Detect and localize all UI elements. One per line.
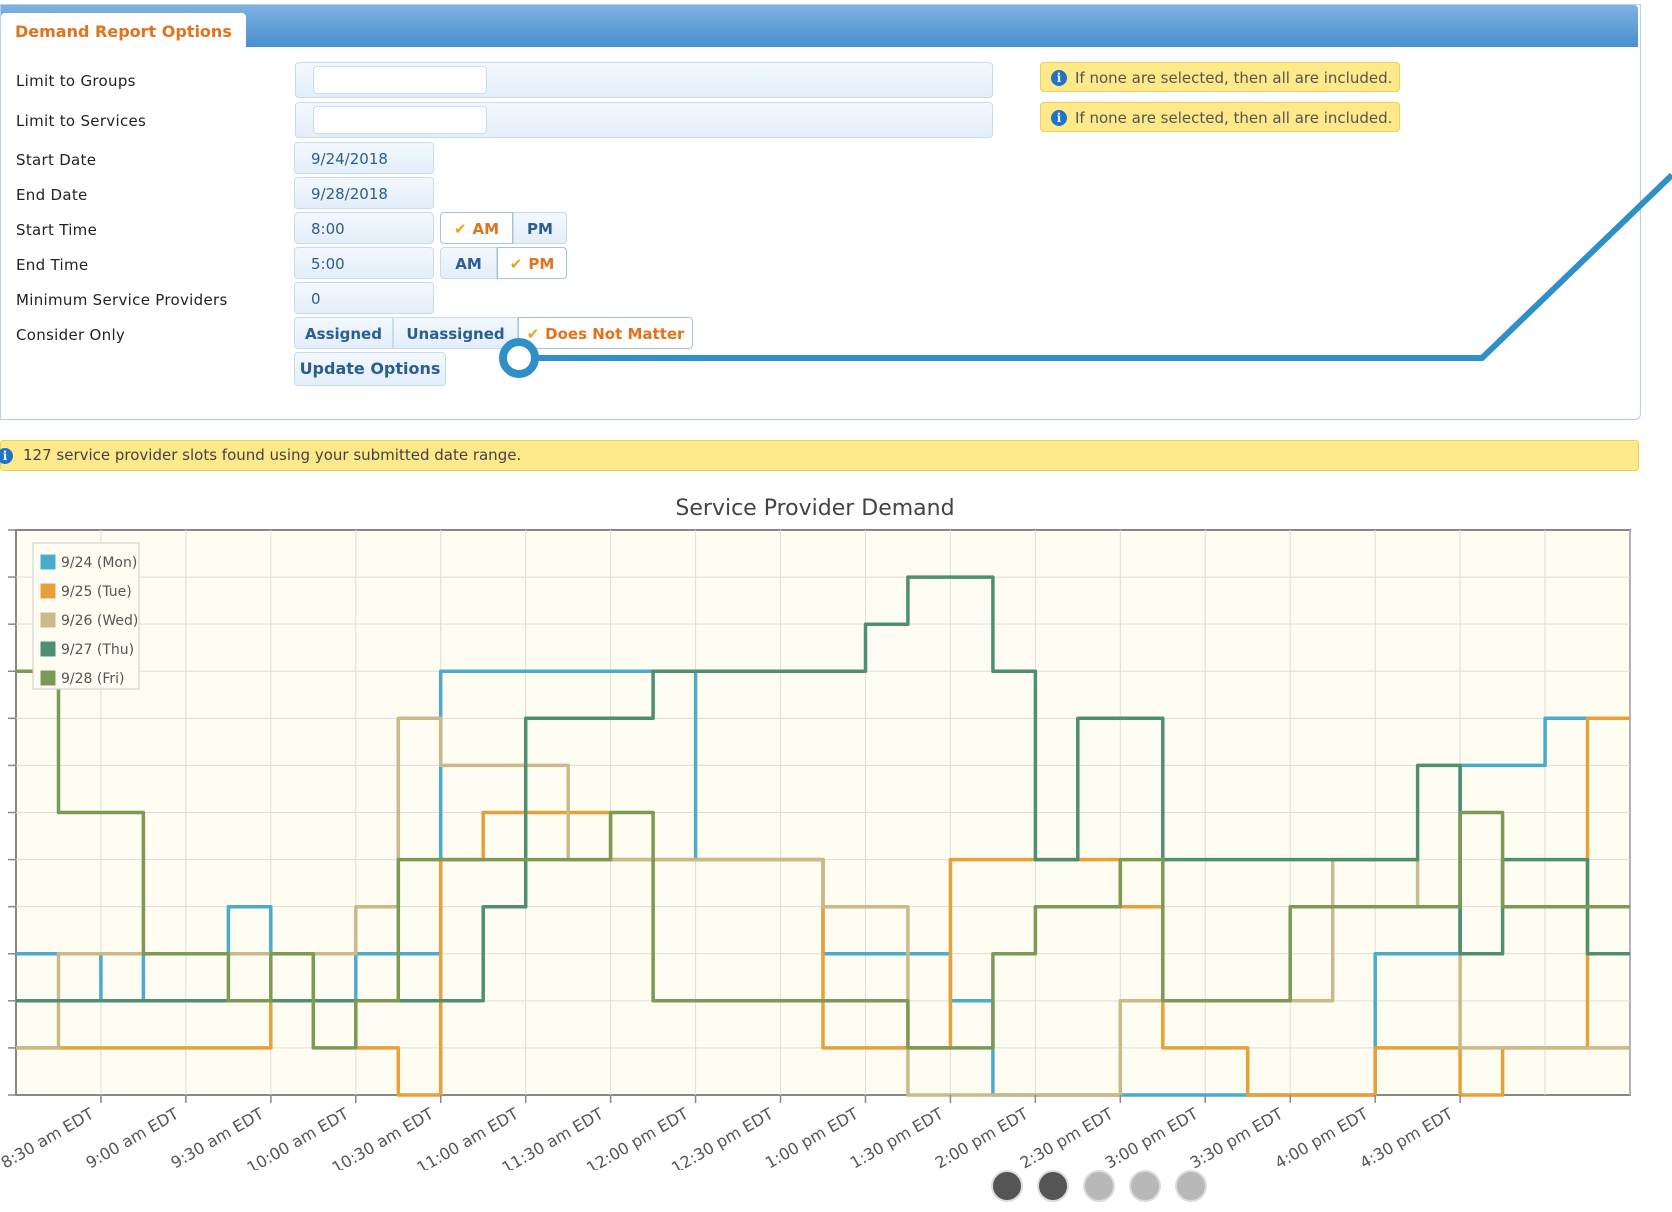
end-am-label: AM	[455, 255, 482, 273]
info-icon: i	[1051, 70, 1067, 86]
min-providers-field[interactable]: 0	[294, 282, 434, 314]
carousel-dot-4[interactable]	[1129, 1170, 1161, 1202]
end-date-label: End Date	[16, 186, 88, 204]
end-pm-label: PM	[528, 255, 555, 273]
consider-does-not-matter-button[interactable]: ✔ Does Not Matter	[518, 317, 693, 349]
end-time-label: End Time	[16, 256, 89, 274]
x-tick-label: 1:30 pm EDT	[847, 1104, 947, 1170]
carousel-dot-2[interactable]	[1037, 1170, 1069, 1202]
x-tick-label: 9:00 am EDT	[83, 1104, 182, 1170]
panel-header	[1, 5, 1638, 47]
update-options-button[interactable]: Update Options	[294, 352, 446, 386]
x-tick-label: 1:00 pm EDT	[762, 1104, 862, 1170]
service-provider-demand-chart: Service Provider Demand 8:30 am EDT9:00 …	[0, 496, 1631, 1170]
start-time-label: Start Time	[16, 221, 98, 239]
carousel-dot-5[interactable]	[1175, 1170, 1207, 1202]
groups-search-input[interactable]	[313, 66, 487, 94]
consider-unassigned-button[interactable]: Unassigned	[393, 317, 518, 349]
start-pm-button[interactable]: PM	[513, 212, 567, 244]
consider-assigned-button[interactable]: Assigned	[294, 317, 393, 349]
start-pm-label: PM	[527, 220, 553, 238]
legend-label: 9/26 (Wed)	[61, 613, 138, 629]
legend-label: 9/27 (Thu)	[61, 642, 134, 658]
groups-multiselect[interactable]	[295, 62, 993, 98]
x-tick-label: 2:30 pm EDT	[1017, 1104, 1117, 1170]
services-multiselect[interactable]	[295, 102, 993, 138]
services-search-input[interactable]	[313, 106, 487, 134]
end-date-field[interactable]: 9/28/2018	[294, 177, 434, 209]
legend-swatch	[39, 640, 57, 658]
x-tick-label: 4:30 pm EDT	[1356, 1104, 1456, 1170]
start-am-button[interactable]: ✔ AM	[440, 212, 513, 244]
slots-info-bar: i 127 service provider slots found using…	[0, 440, 1639, 471]
min-providers-label: Minimum Service Providers	[16, 291, 228, 309]
slots-info-text: 127 service provider slots found using y…	[23, 446, 522, 464]
check-icon: ✔	[509, 255, 523, 273]
end-am-button[interactable]: AM	[440, 247, 497, 279]
groups-hint: i If none are selected, then all are inc…	[1040, 62, 1400, 92]
info-icon: i	[1051, 110, 1067, 126]
start-date-field[interactable]: 9/24/2018	[294, 142, 434, 174]
start-time-field[interactable]: 8:00	[294, 212, 434, 244]
info-icon: i	[0, 448, 13, 464]
x-tick-label: 3:00 pm EDT	[1102, 1104, 1202, 1170]
end-time-field[interactable]: 5:00	[294, 247, 434, 279]
series-line-5	[16, 669, 1630, 1050]
start-date-label: Start Date	[16, 151, 97, 169]
services-hint-text: If none are selected, then all are inclu…	[1075, 109, 1393, 127]
groups-label: Limit to Groups	[16, 72, 136, 90]
legend-swatch	[39, 582, 57, 600]
x-tick-label: 2:00 pm EDT	[932, 1104, 1032, 1170]
chart-legend: 9/24 (Mon) 9/25 (Tue) 9/26 (Wed) 9/27 (Thu)…	[32, 542, 140, 690]
does-not-matter-label: Does Not Matter	[545, 325, 685, 343]
consider-label: Consider Only	[16, 326, 126, 344]
panel-tab-title[interactable]: Demand Report Options	[1, 13, 246, 51]
end-pm-button[interactable]: ✔ PM	[497, 247, 567, 279]
x-tick-label: 8:30 am EDT	[0, 1104, 97, 1170]
legend-label: 9/24 (Mon)	[61, 555, 137, 571]
check-icon: ✔	[526, 325, 540, 343]
carousel-dot-1[interactable]	[991, 1170, 1023, 1202]
groups-hint-text: If none are selected, then all are inclu…	[1075, 69, 1393, 87]
carousel-dot-3[interactable]	[1083, 1170, 1115, 1202]
chart-title: Service Provider Demand	[675, 496, 954, 521]
services-label: Limit to Services	[16, 112, 147, 130]
legend-swatch	[39, 553, 57, 571]
legend-swatch	[39, 611, 57, 629]
x-tick-label: 4:00 pm EDT	[1272, 1104, 1372, 1170]
legend-label: 9/25 (Tue)	[61, 584, 132, 600]
services-hint: i If none are selected, then all are inc…	[1040, 102, 1400, 132]
legend-label: 9/28 (Fri)	[61, 671, 125, 687]
chart-series	[16, 575, 1630, 1097]
start-am-label: AM	[472, 220, 500, 238]
legend-swatch	[39, 669, 57, 687]
x-tick-label: 3:30 pm EDT	[1187, 1104, 1287, 1170]
check-icon: ✔	[453, 220, 467, 238]
